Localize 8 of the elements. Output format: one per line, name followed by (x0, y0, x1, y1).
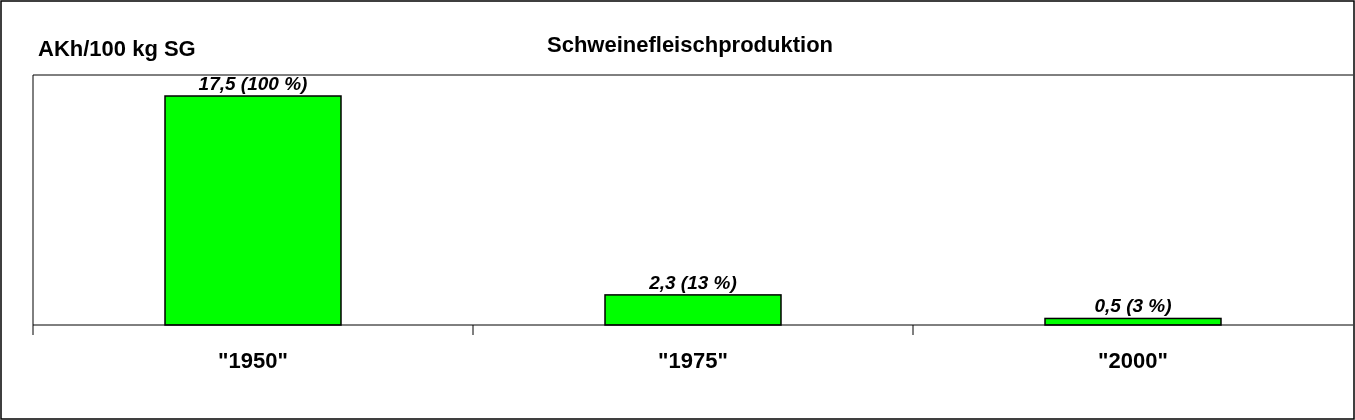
chart-title: Schweinefleischproduktion (546, 32, 834, 57)
x-tick-label: "2000" (1098, 348, 1168, 373)
data-label: 17,5 (100 %) (198, 73, 308, 94)
data-label: 0,5 (3 %) (1094, 295, 1172, 317)
x-tick-label: "1975" (658, 348, 728, 373)
x-tick-label: "1950" (218, 348, 288, 373)
y-axis-title: AKh/100 kg SG (38, 36, 196, 61)
data-label: 2,3 (13 %) (648, 271, 737, 293)
